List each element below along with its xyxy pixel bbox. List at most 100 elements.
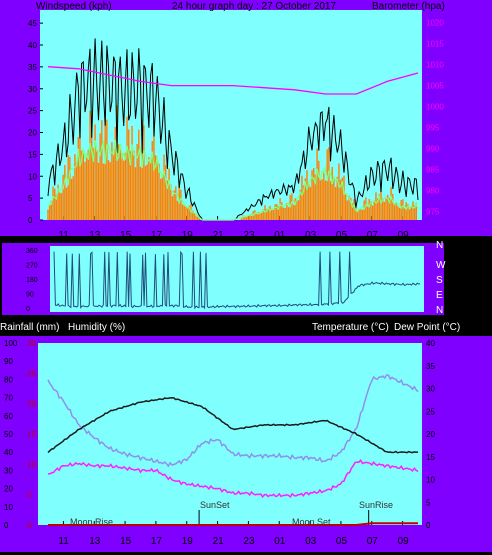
- wind-y-tick-label: 5: [28, 194, 33, 203]
- wind-y-tick-label: 45: [28, 19, 37, 28]
- rainfall-title: Rainfall (mm): [0, 322, 59, 333]
- temperature-x-tick-label: 23: [243, 536, 255, 547]
- barometer-y-tick-label: 995: [426, 124, 440, 133]
- direction-letter-n-bottom: N: [436, 305, 443, 316]
- temperature-title: Temperature (°C): [312, 322, 389, 333]
- wind-speed-title: Windspeed (kph): [36, 1, 112, 12]
- barometer-y-tick-label: 990: [426, 145, 440, 154]
- wind-y-tick-label: 30: [28, 85, 37, 94]
- wind-y-tick-label: 35: [28, 63, 37, 72]
- wind-x-tick-label: 17: [151, 230, 163, 241]
- wind-x-tick-label: 01: [274, 230, 286, 241]
- direction-letter-n-top: N: [436, 240, 443, 251]
- temperature-x-tick-label: 05: [336, 536, 348, 547]
- temperature-y-tick-label: 15: [426, 453, 435, 462]
- dewpoint-title: Dew Point (°C): [394, 322, 460, 333]
- direction-letter-e: E: [436, 290, 443, 301]
- wind-x-tick-label: 23: [243, 230, 255, 241]
- direction-y-tick-label: 0: [26, 306, 30, 313]
- humidity-y-tick-label: 70: [4, 394, 13, 403]
- wind-chart-marks: 0510152025303540459759809859909951000100…: [28, 19, 444, 241]
- wind-x-tick-label: 09: [398, 230, 410, 241]
- temperature-x-tick-label: 11: [58, 536, 69, 547]
- humidity-y-tick-label: 20: [4, 485, 13, 494]
- wind-direction-line: [53, 250, 421, 310]
- humidity-y-tick-label: 50: [4, 430, 13, 439]
- wind-x-tick-label: 07: [367, 230, 379, 241]
- wind-x-tick-label: 03: [305, 230, 317, 241]
- direction-y-tick-label: 90: [26, 292, 34, 299]
- barometer-y-tick-label: 985: [426, 166, 440, 175]
- barometer-y-tick-label: 1000: [426, 103, 444, 112]
- barometer-y-tick-label: 1015: [426, 40, 444, 49]
- direction-y-tick-label: 180: [26, 277, 38, 284]
- humidity-line: [47, 374, 419, 468]
- barometer-y-tick-label: 1005: [426, 82, 444, 91]
- barometer-y-tick-label: 1020: [426, 19, 444, 28]
- wind-x-tick-label: 05: [336, 230, 348, 241]
- barometer-title: Barometer (hpa): [372, 1, 445, 12]
- temperature-y-tick-label: 25: [426, 407, 435, 416]
- moonrise-annotation: Moon Rise: [70, 517, 113, 527]
- temperature-y-tick-label: 20: [426, 430, 435, 439]
- direction-plot-area: [50, 246, 424, 312]
- rainfall-y-tick-label: 10: [27, 460, 36, 469]
- wind-y-tick-label: 20: [28, 129, 37, 138]
- dewpoint-line: [47, 458, 419, 499]
- temperature-y-tick-label: 30: [426, 385, 435, 394]
- temperature-line: [47, 396, 419, 454]
- temperature-y-tick-label: 5: [426, 498, 431, 507]
- rainfall-y-tick-label: 20: [27, 400, 36, 409]
- humidity-y-tick-label: 60: [4, 412, 13, 421]
- wind-x-tick-label: 19: [182, 230, 194, 241]
- temperature-y-tick-label: 35: [426, 362, 435, 371]
- direction-y-tick-label: 270: [26, 263, 38, 270]
- rainfall-y-tick-label: 25: [27, 369, 36, 378]
- humidity-y-tick-label: 0: [4, 521, 9, 530]
- temperature-x-tick-label: 13: [89, 536, 101, 547]
- temperature-plot-area: [38, 343, 422, 525]
- moonset-annotation: Moon Set: [292, 517, 331, 527]
- direction-letter-w: W: [436, 260, 446, 271]
- wind-y-tick-label: 25: [28, 107, 37, 116]
- wind-y-tick-label: 10: [28, 172, 37, 181]
- graph-day-title: 24 hour graph day : 27 October 2017: [172, 1, 336, 12]
- average-wind-line: [47, 139, 419, 221]
- humidity-y-tick-label: 40: [4, 448, 13, 457]
- barometer-y-tick-label: 975: [426, 208, 440, 217]
- rainfall-line: [48, 522, 418, 526]
- temperature-x-tick-label: 07: [367, 536, 379, 547]
- sunset-annotation: SunSet: [200, 500, 230, 510]
- temperature-y-tick-label: 40: [426, 339, 435, 348]
- barometer-line: [47, 66, 419, 95]
- barometer-y-tick-label: 980: [426, 187, 440, 196]
- sunrise-annotation: SunRise: [359, 500, 393, 510]
- wind-x-tick-label: 11: [58, 230, 69, 241]
- direction-y-tick-label: 360: [26, 248, 38, 255]
- wind-x-tick-label: 15: [120, 230, 132, 241]
- temperature-y-tick-label: 10: [426, 476, 435, 485]
- humidity-y-tick-label: 90: [4, 357, 13, 366]
- wind-y-tick-label: 15: [28, 150, 37, 159]
- temperature-x-tick-label: 15: [120, 536, 132, 547]
- wind-y-tick-label: 40: [28, 41, 37, 50]
- temperature-x-tick-label: 03: [305, 536, 317, 547]
- rainfall-y-tick-label: 5: [27, 491, 32, 500]
- humidity-y-tick-label: 30: [4, 466, 13, 475]
- rainfall-y-tick-label: 0: [27, 521, 32, 530]
- humidity-y-tick-label: 10: [4, 503, 13, 512]
- wind-x-tick-label: 21: [213, 230, 225, 241]
- humidity-y-tick-label: 80: [4, 375, 13, 384]
- wind-y-tick-label: 0: [28, 216, 33, 225]
- temperature-x-tick-label: 17: [151, 536, 163, 547]
- temperature-y-tick-label: 0: [426, 521, 431, 530]
- humidity-title: Humidity (%): [68, 322, 125, 333]
- barometer-y-tick-label: 1010: [426, 61, 444, 70]
- direction-letter-s: S: [436, 275, 443, 286]
- rainfall-y-tick-label: 30: [27, 339, 36, 348]
- temperature-x-tick-label: 21: [213, 536, 225, 547]
- direction-chart-marks: 0 90 180 270 360: [26, 248, 421, 313]
- temperature-x-tick-label: 19: [182, 536, 194, 547]
- temperature-x-tick-label: 01: [274, 536, 286, 547]
